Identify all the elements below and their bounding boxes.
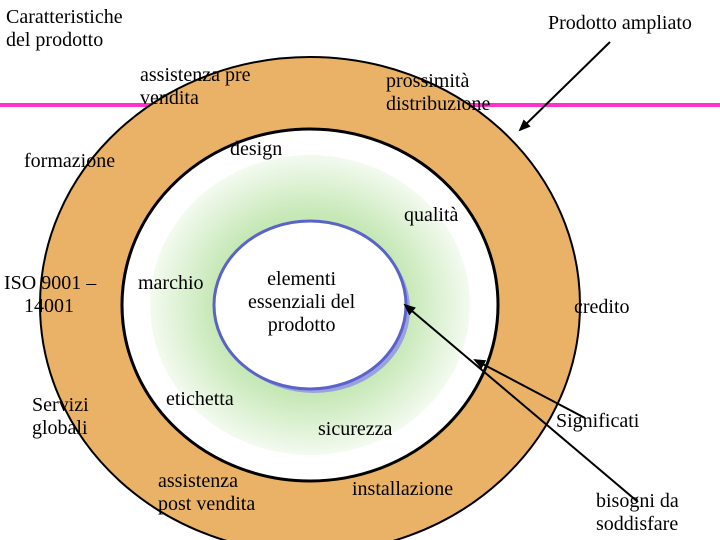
assistenza-post-label: assistenza post vendita [158,470,255,516]
servizi-globali-label: Servizi globali [32,394,89,440]
arrow-bisogni [405,305,638,502]
formazione-label: formazione [24,150,115,173]
prossimita-label: prossimità distribuzione [386,70,490,116]
core-label: elementi essenziali del prodotto [248,268,355,337]
significati-label: Significati [556,410,639,433]
title-label: Caratteristiche del prodotto [6,6,123,52]
design-label: design [230,138,282,161]
diagram-svg [0,0,720,540]
qualita-label: qualità [404,204,458,227]
assistenza-pre-label: assistenza pre vendita [140,64,251,110]
diagram-stage: Caratteristiche del prodotto Prodotto am… [0,0,720,540]
installazione-label: installazione [352,478,453,501]
etichetta-label: etichetta [166,388,234,411]
arrow-prodotto-ampliato [520,42,610,130]
credito-label: credito [574,296,630,319]
prodotto-ampliato-label: Prodotto ampliato [548,12,692,35]
iso-label: ISO 9001 – 14001 [4,272,96,318]
marchio-label: marchio [138,272,204,295]
sicurezza-label: sicurezza [318,418,392,441]
bisogni-label: bisogni da soddisfare [596,490,679,536]
